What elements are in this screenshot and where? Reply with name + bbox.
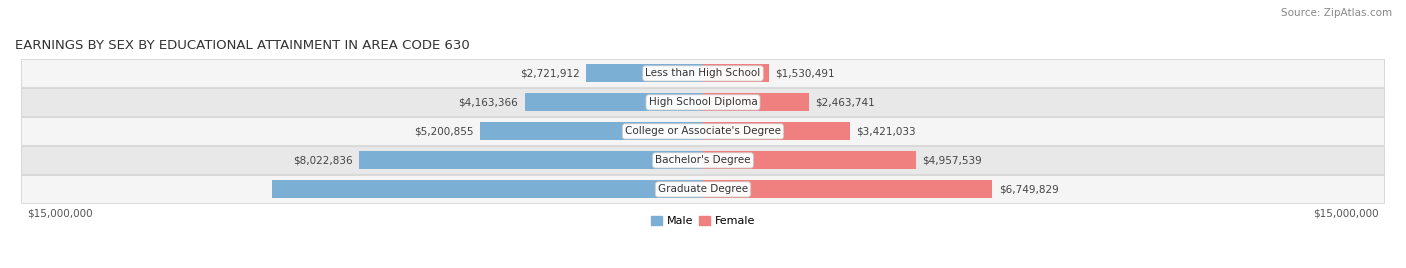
FancyBboxPatch shape [21, 117, 1385, 145]
Bar [703, 94, 808, 111]
Bar [703, 64, 769, 82]
Text: $1,530,491: $1,530,491 [775, 68, 835, 79]
Text: Bachelor's Degree: Bachelor's Degree [655, 155, 751, 165]
Text: Graduate Degree: Graduate Degree [658, 184, 748, 194]
Text: $5,200,855: $5,200,855 [415, 126, 474, 136]
Bar [273, 180, 703, 198]
FancyBboxPatch shape [21, 59, 1385, 87]
Bar [703, 180, 993, 198]
Bar [703, 122, 849, 140]
Bar [586, 64, 703, 82]
Text: $2,721,912: $2,721,912 [520, 68, 579, 79]
Text: $4,163,366: $4,163,366 [458, 97, 517, 107]
Text: $8,022,836: $8,022,836 [292, 155, 353, 165]
Text: College or Associate's Degree: College or Associate's Degree [626, 126, 780, 136]
FancyBboxPatch shape [21, 147, 1385, 174]
Text: High School Diploma: High School Diploma [648, 97, 758, 107]
Text: $6,749,829: $6,749,829 [998, 184, 1059, 194]
Bar [703, 151, 915, 169]
Bar [479, 122, 703, 140]
FancyBboxPatch shape [21, 176, 1385, 203]
Legend: Male, Female: Male, Female [651, 216, 755, 226]
Bar [524, 94, 703, 111]
Bar [359, 151, 703, 169]
Text: EARNINGS BY SEX BY EDUCATIONAL ATTAINMENT IN AREA CODE 630: EARNINGS BY SEX BY EDUCATIONAL ATTAINMEN… [15, 39, 470, 52]
Text: Less than High School: Less than High School [645, 68, 761, 79]
Text: $2,463,741: $2,463,741 [815, 97, 875, 107]
Text: $3,421,033: $3,421,033 [856, 126, 915, 136]
FancyBboxPatch shape [21, 88, 1385, 116]
Text: $10,048,943: $10,048,943 [682, 184, 748, 194]
Text: $4,957,539: $4,957,539 [922, 155, 981, 165]
Text: Source: ZipAtlas.com: Source: ZipAtlas.com [1281, 8, 1392, 18]
